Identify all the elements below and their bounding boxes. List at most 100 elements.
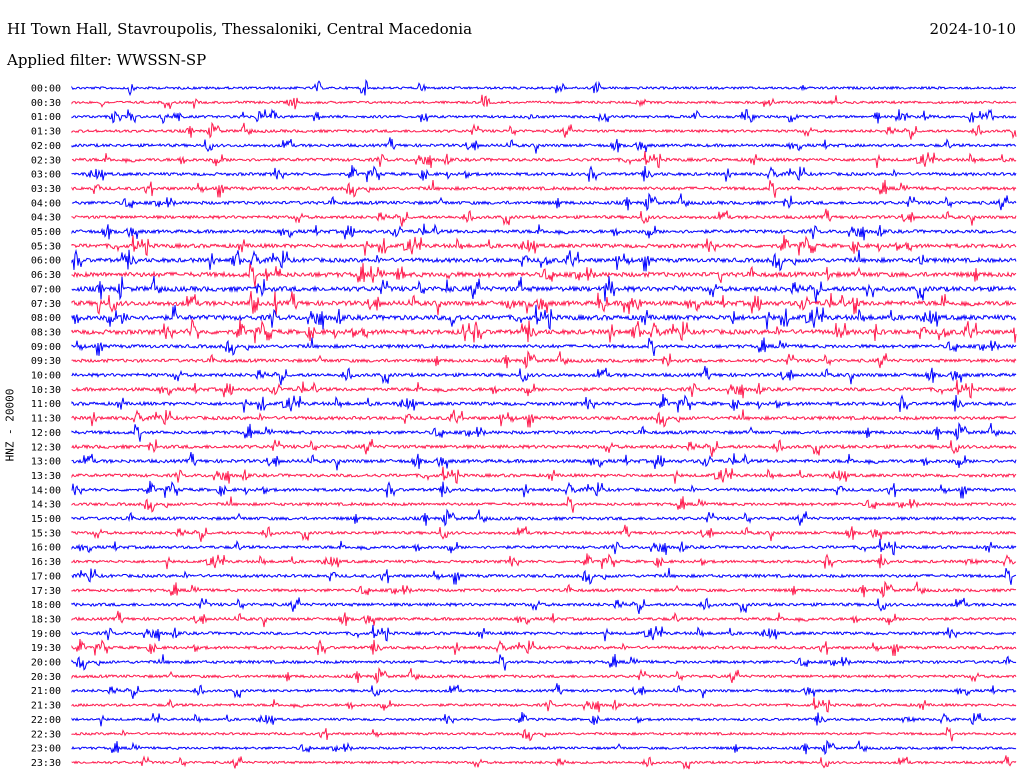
trace-row-2330 bbox=[71, 755, 1017, 770]
row-label-2300: 23:00 bbox=[31, 744, 61, 755]
station-title: HI Town Hall, Stavroupolis, Thessaloniki… bbox=[7, 20, 473, 38]
trace-row-0130 bbox=[71, 121, 1017, 140]
trace-row-0000 bbox=[71, 79, 1017, 97]
trace-row-0530 bbox=[71, 235, 1017, 257]
row-label-0330: 03:30 bbox=[31, 184, 61, 195]
row-label-1200: 12:00 bbox=[31, 428, 61, 439]
trace-row-1300 bbox=[71, 452, 1017, 471]
trace-row-2300 bbox=[71, 739, 1017, 756]
row-label-0230: 02:30 bbox=[31, 155, 61, 166]
trace-row-0230 bbox=[71, 150, 1017, 169]
row-tick-labels: 00:00 00:30 01:00 01:30 02:00 02:30 03:00 03:30… bbox=[31, 84, 61, 769]
trace-row-1100 bbox=[71, 393, 1017, 413]
trace-row-0100 bbox=[71, 108, 1017, 125]
trace-row-1430 bbox=[71, 496, 1017, 513]
row-label-1000: 10:00 bbox=[31, 371, 61, 382]
trace-row-0300 bbox=[71, 165, 1017, 183]
trace-row-1130 bbox=[71, 409, 1017, 428]
row-label-1700: 17:00 bbox=[31, 571, 61, 582]
trace-row-1730 bbox=[71, 580, 1017, 599]
trace-row-0600 bbox=[71, 248, 1017, 272]
row-label-0900: 09:00 bbox=[31, 342, 61, 353]
trace-row-1200 bbox=[71, 422, 1017, 442]
trace-row-2000 bbox=[71, 654, 1017, 671]
row-label-0430: 04:30 bbox=[31, 213, 61, 224]
trace-row-0630 bbox=[71, 263, 1017, 288]
row-label-0530: 05:30 bbox=[31, 241, 61, 252]
trace-row-2100 bbox=[71, 683, 1017, 699]
trace-row-1630 bbox=[71, 553, 1017, 570]
trace-row-1900 bbox=[71, 624, 1017, 642]
row-label-1230: 12:30 bbox=[31, 442, 61, 453]
row-label-2230: 22:30 bbox=[31, 729, 61, 740]
trace-row-1000 bbox=[71, 365, 1017, 386]
row-label-1100: 11:00 bbox=[31, 399, 61, 410]
trace-row-2130 bbox=[71, 697, 1017, 713]
row-label-0100: 01:00 bbox=[31, 112, 61, 123]
row-label-0630: 06:30 bbox=[31, 270, 61, 281]
trace-row-0930 bbox=[71, 350, 1017, 370]
trace-row-0700 bbox=[71, 275, 1017, 303]
row-label-0030: 00:30 bbox=[31, 98, 61, 109]
row-label-1400: 14:00 bbox=[31, 485, 61, 496]
seismogram-traces bbox=[71, 79, 1017, 770]
row-label-0800: 08:00 bbox=[31, 313, 61, 324]
row-label-0000: 00:00 bbox=[31, 84, 61, 95]
row-label-1630: 16:30 bbox=[31, 557, 61, 568]
trace-row-0800 bbox=[71, 304, 1017, 331]
trace-row-1930 bbox=[71, 639, 1017, 657]
row-label-1030: 10:30 bbox=[31, 385, 61, 396]
row-label-0700: 07:00 bbox=[31, 284, 61, 295]
trace-row-2030 bbox=[71, 667, 1017, 685]
row-label-1900: 19:00 bbox=[31, 629, 61, 640]
row-label-0400: 04:00 bbox=[31, 198, 61, 209]
trace-row-0830 bbox=[71, 317, 1017, 344]
row-label-2030: 20:30 bbox=[31, 672, 61, 683]
filter-label: Applied filter: WWSSN-SP bbox=[7, 51, 207, 69]
trace-row-2200 bbox=[71, 711, 1017, 727]
trace-row-0330 bbox=[71, 179, 1017, 198]
row-label-1330: 13:30 bbox=[31, 471, 61, 482]
trace-row-0900 bbox=[71, 337, 1017, 356]
row-label-1800: 18:00 bbox=[31, 600, 61, 611]
trace-row-0500 bbox=[71, 223, 1017, 241]
row-label-0300: 03:00 bbox=[31, 170, 61, 181]
row-label-2100: 21:00 bbox=[31, 686, 61, 697]
row-label-1530: 15:30 bbox=[31, 528, 61, 539]
row-label-1130: 11:30 bbox=[31, 414, 61, 425]
trace-row-1230 bbox=[71, 439, 1017, 457]
row-label-1600: 16:00 bbox=[31, 543, 61, 554]
row-label-1730: 17:30 bbox=[31, 586, 61, 597]
trace-row-0030 bbox=[71, 94, 1017, 110]
trace-row-0200 bbox=[71, 137, 1017, 154]
row-label-0200: 02:00 bbox=[31, 141, 61, 152]
trace-row-1530 bbox=[71, 524, 1017, 542]
row-label-0930: 09:30 bbox=[31, 356, 61, 367]
row-label-2200: 22:00 bbox=[31, 715, 61, 726]
row-label-0730: 07:30 bbox=[31, 299, 61, 310]
trace-row-1030 bbox=[71, 379, 1017, 399]
row-label-1500: 15:00 bbox=[31, 514, 61, 525]
row-label-0600: 06:00 bbox=[31, 256, 61, 267]
row-label-0830: 08:30 bbox=[31, 327, 61, 338]
row-label-1930: 19:30 bbox=[31, 643, 61, 654]
trace-row-1700 bbox=[71, 567, 1017, 585]
row-label-1830: 18:30 bbox=[31, 614, 61, 625]
row-label-2330: 23:30 bbox=[31, 758, 61, 769]
trace-row-1800 bbox=[71, 597, 1017, 615]
row-label-2130: 21:30 bbox=[31, 701, 61, 712]
row-label-1430: 14:30 bbox=[31, 500, 61, 511]
trace-row-1600 bbox=[71, 538, 1017, 556]
trace-row-1400 bbox=[71, 480, 1017, 499]
trace-row-1330 bbox=[71, 466, 1017, 485]
trace-row-0400 bbox=[71, 192, 1017, 212]
trace-row-0430 bbox=[71, 208, 1017, 227]
row-label-0500: 05:00 bbox=[31, 227, 61, 238]
trace-row-2230 bbox=[71, 727, 1017, 742]
trace-row-1830 bbox=[71, 610, 1017, 628]
trace-row-0730 bbox=[71, 291, 1017, 317]
date-label: 2024-10-10 bbox=[929, 20, 1016, 38]
row-label-1300: 13:00 bbox=[31, 457, 61, 468]
trace-row-1500 bbox=[71, 508, 1017, 527]
